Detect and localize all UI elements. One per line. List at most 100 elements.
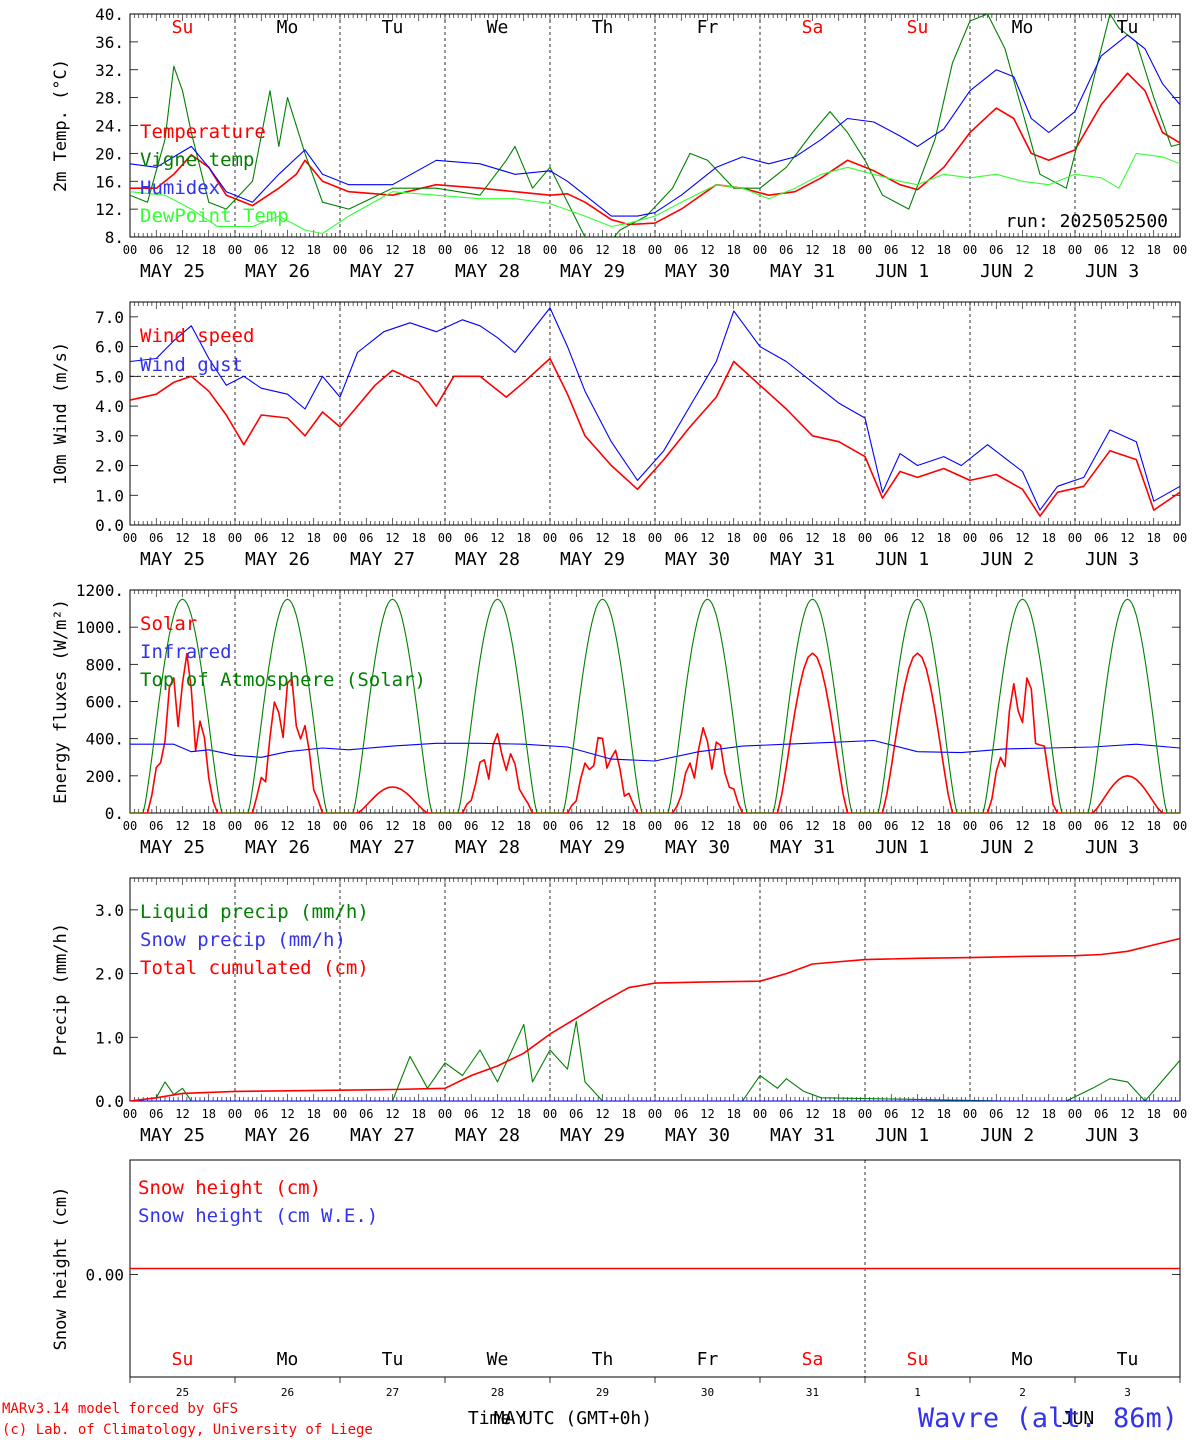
hour-tick-label: 12 bbox=[490, 243, 504, 257]
y-tick-label: 28. bbox=[95, 89, 124, 108]
y-tick-label: 200. bbox=[85, 767, 124, 786]
legend-entry: Infrared bbox=[140, 641, 232, 663]
hour-tick-label: 12 bbox=[805, 531, 819, 545]
legend-entry: Top of Atmosphere (Solar) bbox=[140, 669, 426, 691]
hour-tick-label: 18 bbox=[202, 531, 216, 545]
hour-tick-label: 00 bbox=[858, 243, 872, 257]
panel-5: 25 26 27 28 29 30 31 1 2 3 0.00 Snow height (cm) Su M… bbox=[51, 1159, 1181, 1399]
date-label: MAY 26 bbox=[245, 837, 310, 858]
plot-frame bbox=[129, 13, 1181, 238]
hour-tick-label: 18 bbox=[832, 819, 846, 833]
hour-tick-label: 06 bbox=[569, 243, 583, 257]
series-line-temperature bbox=[130, 72, 1180, 226]
day-name-label: We bbox=[487, 17, 509, 38]
hour-tick-label: 06 bbox=[359, 1107, 373, 1121]
hour-tick-label: 06 bbox=[989, 531, 1003, 545]
hour-tick-label: 12 bbox=[595, 531, 609, 545]
date-label: MAY 29 bbox=[560, 549, 625, 570]
series-line-top-of-atmosphere-solar- bbox=[130, 598, 1180, 813]
hour-tick-label: 00 bbox=[228, 243, 242, 257]
y-tick-label: 32. bbox=[95, 61, 124, 80]
month-label-jun: JUN bbox=[1062, 1408, 1095, 1429]
hour-tick-label: 00 bbox=[858, 531, 872, 545]
hour-tick-label: 12 bbox=[175, 1107, 189, 1121]
hour-tick-label: 06 bbox=[779, 243, 793, 257]
hour-tick-label: 18 bbox=[517, 819, 531, 833]
day-name-label: Tu bbox=[1117, 1349, 1139, 1370]
hour-tick-label: 06 bbox=[254, 531, 268, 545]
y-axis-label: Energy fluxes (W/m²) bbox=[51, 599, 71, 804]
y-tick-label: 400. bbox=[85, 730, 124, 749]
hour-tick-label: 00 bbox=[858, 1107, 872, 1121]
date-label: MAY 27 bbox=[350, 549, 415, 570]
hour-tick-label: 00 bbox=[123, 243, 137, 257]
date-label: MAY 29 bbox=[560, 1125, 625, 1146]
series-line-total-cumulated-cm- bbox=[130, 937, 1180, 1101]
y-tick-label: 4.0 bbox=[95, 397, 124, 416]
hour-tick-label: 06 bbox=[1094, 531, 1108, 545]
date-label: JUN 2 bbox=[980, 261, 1034, 282]
hour-tick-label: 00 bbox=[1068, 243, 1082, 257]
hour-tick-label: 00 bbox=[228, 819, 242, 833]
legend-entry: DewPoint Temp bbox=[140, 205, 289, 227]
hour-tick-label: 06 bbox=[149, 819, 163, 833]
hour-tick-label: 12 bbox=[1120, 531, 1134, 545]
date-number-label: 27 bbox=[386, 1386, 399, 1399]
date-label: MAY 27 bbox=[350, 837, 415, 858]
hour-tick-label: 12 bbox=[910, 819, 924, 833]
hour-tick-label: 18 bbox=[727, 531, 741, 545]
hour-tick-label: 06 bbox=[149, 531, 163, 545]
hour-tick-label: 00 bbox=[648, 819, 662, 833]
hour-tick-label: 12 bbox=[490, 1107, 504, 1121]
hour-tick-label: 06 bbox=[884, 819, 898, 833]
y-tick-label: 1.0 bbox=[95, 1028, 124, 1047]
hour-tick-label: 06 bbox=[359, 243, 373, 257]
day-name-label: Fr bbox=[697, 1349, 719, 1370]
day-name-label: Su bbox=[907, 17, 929, 38]
date-number-label: 31 bbox=[806, 1386, 819, 1399]
hour-tick-label: 06 bbox=[989, 1107, 1003, 1121]
hour-tick-label: 06 bbox=[1094, 819, 1108, 833]
date-label: MAY 31 bbox=[770, 261, 835, 282]
date-label: JUN 1 bbox=[875, 837, 929, 858]
legend-entry: Vigne temp bbox=[140, 149, 254, 171]
y-tick-label: 600. bbox=[85, 693, 124, 712]
hour-tick-label: 18 bbox=[517, 243, 531, 257]
y-tick-label: 1000. bbox=[76, 618, 124, 637]
hour-tick-label: 00 bbox=[438, 819, 452, 833]
hour-tick-label: 00 bbox=[963, 531, 977, 545]
day-name-label: Th bbox=[592, 17, 614, 38]
panel-2: 00 06 12 18 00 06 12 18 00 06 12 18 00 06 12 18 00 06 12 18… bbox=[51, 301, 1187, 570]
day-name-label: Sa bbox=[802, 17, 824, 38]
hour-tick-label: 18 bbox=[1147, 531, 1161, 545]
legend-entry: Total cumulated (cm) bbox=[140, 957, 369, 979]
hour-tick-label: 12 bbox=[385, 819, 399, 833]
hour-tick-label: 06 bbox=[1094, 243, 1108, 257]
time-axis-label: Time UTC (GMT+0h) bbox=[468, 1408, 652, 1429]
date-label: JUN 1 bbox=[875, 1125, 929, 1146]
hour-tick-label: 18 bbox=[727, 819, 741, 833]
hour-tick-label: 00 bbox=[543, 531, 557, 545]
hour-tick-label: 06 bbox=[464, 1107, 478, 1121]
hour-tick-label: 18 bbox=[1147, 819, 1161, 833]
hour-tick-label: 18 bbox=[517, 531, 531, 545]
hour-tick-label: 12 bbox=[805, 1107, 819, 1121]
y-tick-label: 36. bbox=[95, 33, 124, 52]
hour-tick-label: 06 bbox=[884, 243, 898, 257]
hour-tick-label: 00 bbox=[228, 531, 242, 545]
hour-tick-label: 12 bbox=[385, 243, 399, 257]
date-number-label: 29 bbox=[596, 1386, 609, 1399]
y-tick-label: 0.0 bbox=[95, 1092, 124, 1111]
hour-tick-label: 06 bbox=[464, 243, 478, 257]
hour-tick-label: 12 bbox=[1015, 1107, 1029, 1121]
date-label: MAY 30 bbox=[665, 261, 730, 282]
hour-tick-label: 12 bbox=[595, 819, 609, 833]
hour-tick-label: 12 bbox=[280, 243, 294, 257]
y-tick-label: 800. bbox=[85, 655, 124, 674]
day-name-label: Tu bbox=[1117, 17, 1139, 38]
hour-tick-label: 18 bbox=[307, 243, 321, 257]
hour-tick-label: 12 bbox=[385, 531, 399, 545]
date-label: JUN 3 bbox=[1085, 1125, 1139, 1146]
hour-tick-label: 12 bbox=[490, 819, 504, 833]
